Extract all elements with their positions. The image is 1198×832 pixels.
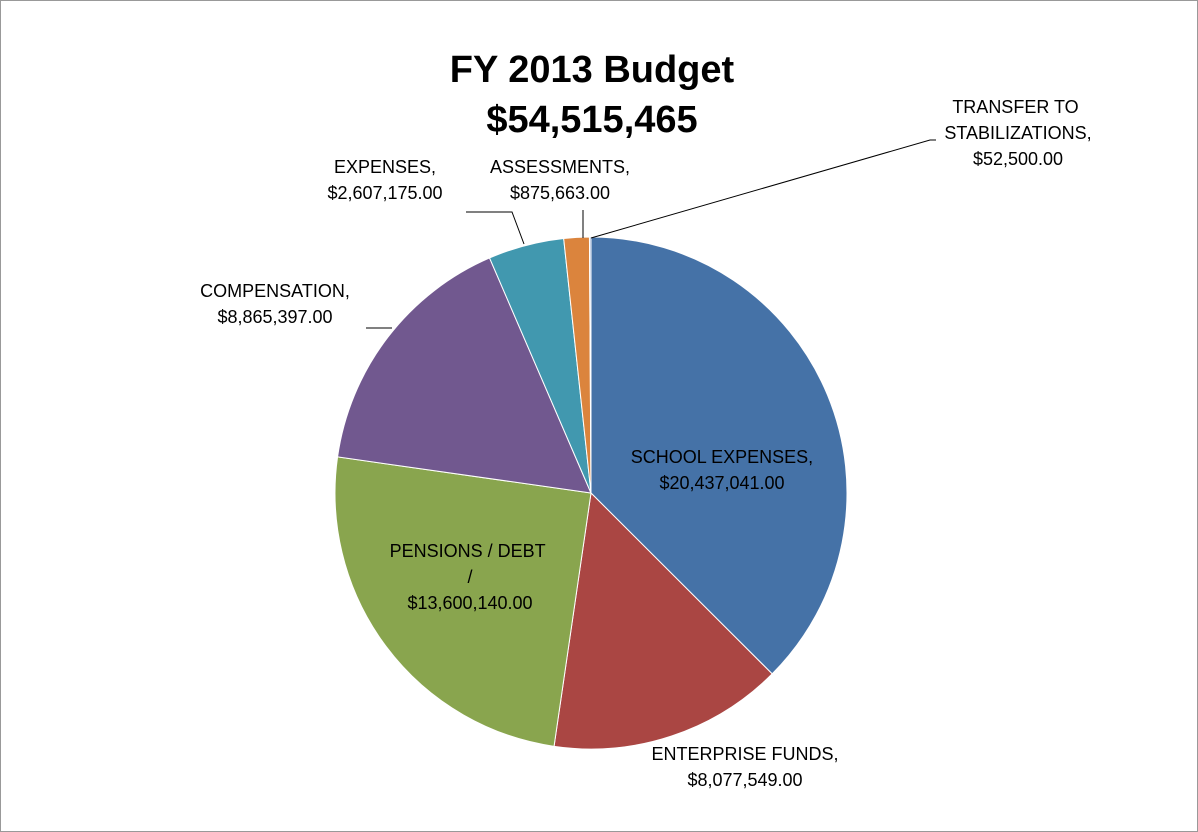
leader-line	[590, 139, 936, 239]
data-label-category: EXPENSES,	[334, 157, 436, 177]
data-label-value: $20,437,041.00	[659, 473, 784, 493]
leader-line	[466, 211, 525, 245]
label-line: PENSIONS / DEBT	[390, 541, 551, 561]
data-label-category: SCHOOL EXPENSES,	[631, 447, 813, 467]
data-label-category: TRANSFER TO STABILIZATIONS,	[944, 97, 1091, 143]
data-label-category: COMPENSATION,	[200, 281, 350, 301]
data-label-value: $2,607,175.00	[327, 183, 442, 203]
pie-slice	[553, 491, 773, 750]
data-label-category: PENSIONS / DEBT /	[390, 541, 551, 587]
pie-slice	[334, 456, 592, 747]
data-label-value: $52,500.00	[973, 149, 1063, 169]
pie-slice	[336, 257, 592, 494]
data-label-value: $8,865,397.00	[217, 307, 332, 327]
chart-title: FY 2013 Budget	[450, 49, 735, 91]
label-line: TRANSFER TO	[952, 97, 1083, 117]
label-line: /	[467, 567, 472, 587]
pie-slice	[588, 236, 592, 494]
pie-slice	[590, 236, 848, 675]
data-label-value: $875,663.00	[510, 183, 610, 203]
label-line: STABILIZATIONS,	[944, 123, 1091, 143]
chart-subtitle: $54,515,465	[486, 99, 697, 141]
data-label-value: $13,600,140.00	[407, 593, 532, 613]
data-label-category: ASSESSMENTS,	[490, 157, 630, 177]
data-label-value: $8,077,549.00	[687, 770, 802, 790]
data-label-category: ENTERPRISE FUNDS,	[651, 744, 838, 764]
